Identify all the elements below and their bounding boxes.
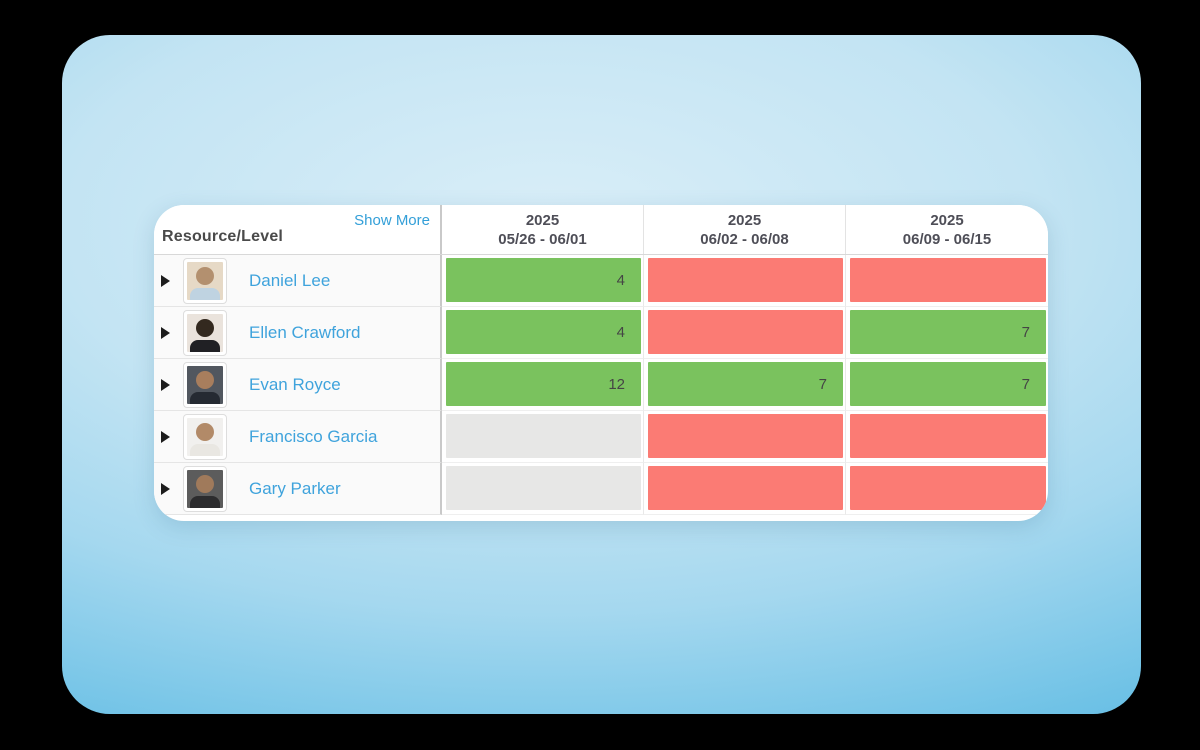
allocation-bar[interactable] (648, 414, 843, 458)
resource-cell[interactable]: Ellen Crawford (154, 307, 442, 359)
resource-cell[interactable]: Francisco Garcia (154, 411, 442, 463)
allocation-cell: 7 (644, 359, 846, 411)
allocation-cell (442, 463, 644, 515)
show-more-link[interactable]: Show More (354, 212, 430, 229)
resource-name: Francisco Garcia (249, 426, 378, 446)
resource-column-header: Resource/Level Show More (154, 205, 442, 254)
allocation-bar[interactable] (850, 414, 1046, 458)
allocation-bar[interactable] (648, 466, 843, 510)
allocation-bar[interactable] (648, 310, 843, 354)
allocation-bar[interactable]: 7 (648, 362, 843, 406)
allocation-bar[interactable]: 4 (446, 310, 641, 354)
timeline-header-week-1: 2025 05/26 - 06/01 (442, 205, 644, 254)
resource-cell[interactable]: Daniel Lee (154, 255, 442, 307)
week-3-range: 06/09 - 06/15 (902, 230, 992, 248)
expand-arrow-icon[interactable] (161, 482, 170, 495)
avatar-photo (187, 313, 223, 352)
allocation-bar[interactable]: 7 (850, 362, 1046, 406)
avatar (183, 465, 227, 512)
avatar (183, 413, 227, 460)
allocation-bar[interactable] (446, 414, 641, 458)
resource-cell[interactable]: Gary Parker (154, 463, 442, 515)
week-3-year: 2025 (930, 212, 964, 229)
resource-name: Daniel Lee (249, 270, 331, 290)
resource-row-francisco-garcia[interactable]: Francisco Garcia (154, 411, 1048, 463)
allocation-cell (644, 307, 846, 359)
allocation-bar[interactable]: 4 (446, 258, 641, 302)
allocation-cell (846, 255, 1048, 307)
week-2-range: 06/02 - 06/08 (700, 230, 789, 248)
expand-arrow-icon[interactable] (161, 430, 170, 443)
allocation-cell: 4 (442, 307, 644, 359)
allocation-bar[interactable]: 12 (446, 362, 641, 406)
resource-level-header-label: Resource/Level (162, 228, 284, 245)
week-1-year: 2025 (525, 212, 560, 229)
allocation-cell (846, 411, 1048, 463)
timeline-header-week-3: 2025 06/09 - 06/15 (846, 205, 1048, 254)
allocation-cell (644, 411, 846, 463)
avatar (183, 361, 227, 408)
avatar-photo (187, 417, 223, 456)
expand-arrow-icon[interactable] (161, 274, 170, 287)
allocation-bar[interactable] (850, 466, 1046, 510)
allocation-bar[interactable] (446, 466, 641, 510)
resource-row-evan-royce[interactable]: Evan Royce 12 7 7 (154, 359, 1048, 411)
resource-name: Evan Royce (249, 374, 341, 394)
avatar-photo (187, 365, 223, 404)
allocation-cell (846, 463, 1048, 515)
timeline-header-week-2: 2025 06/02 - 06/08 (644, 205, 846, 254)
allocation-cell (644, 255, 846, 307)
resource-scheduler-panel: Resource/Level Show More 2025 05/26 - 06… (154, 205, 1048, 521)
avatar (183, 257, 227, 304)
expand-arrow-icon[interactable] (161, 326, 170, 339)
avatar-photo (187, 469, 223, 508)
allocation-bar[interactable] (648, 258, 843, 302)
allocation-cell: 4 (442, 255, 644, 307)
scheduler-header-row: Resource/Level Show More 2025 05/26 - 06… (154, 205, 1048, 255)
allocation-bar[interactable] (850, 258, 1046, 302)
expand-arrow-icon[interactable] (161, 378, 170, 391)
allocation-cell: 12 (442, 359, 644, 411)
resource-row-ellen-crawford[interactable]: Ellen Crawford 4 7 (154, 307, 1048, 359)
allocation-cell (644, 463, 846, 515)
resource-cell[interactable]: Evan Royce (154, 359, 442, 411)
resource-row-gary-parker[interactable]: Gary Parker (154, 463, 1048, 515)
resource-name: Ellen Crawford (249, 322, 361, 342)
week-2-year: 2025 (727, 212, 762, 229)
blue-backdrop: Resource/Level Show More 2025 05/26 - 06… (62, 35, 1141, 714)
avatar (183, 309, 227, 356)
avatar-photo (187, 261, 223, 300)
resource-row-daniel-lee[interactable]: Daniel Lee 4 (154, 255, 1048, 307)
allocation-cell (442, 411, 644, 463)
allocation-cell: 7 (846, 307, 1048, 359)
resource-name: Gary Parker (249, 478, 341, 498)
allocation-bar[interactable]: 7 (850, 310, 1046, 354)
week-1-range: 05/26 - 06/01 (498, 230, 587, 248)
allocation-cell: 7 (846, 359, 1048, 411)
